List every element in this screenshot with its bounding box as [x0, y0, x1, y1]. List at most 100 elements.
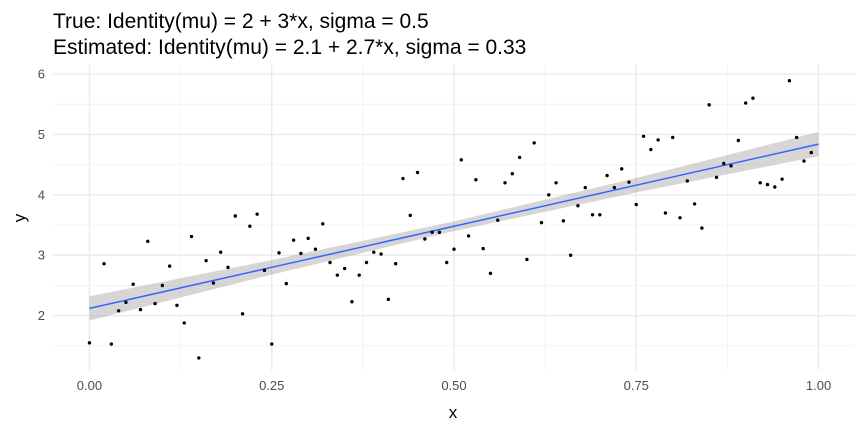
data-point [116, 309, 121, 313]
data-point [372, 250, 376, 254]
data-point [452, 247, 456, 251]
data-point [729, 164, 733, 168]
x-tick-label: 0.50 [441, 378, 466, 393]
data-point [138, 307, 143, 312]
data-point [583, 185, 587, 190]
data-point [539, 220, 544, 225]
data-point [503, 181, 507, 185]
y-tick-labels: 2 3 4 5 6 [38, 67, 45, 324]
data-point [678, 216, 682, 220]
data-point [576, 204, 580, 208]
data-point [532, 141, 536, 145]
data-point [700, 226, 704, 230]
x-tick-label: 0.75 [624, 378, 649, 393]
data-point [481, 246, 485, 251]
data-point [612, 185, 617, 190]
data-point [525, 257, 529, 262]
data-point [204, 258, 208, 263]
data-point [765, 182, 770, 187]
data-point [430, 230, 434, 234]
y-tick-label: 5 [38, 127, 45, 142]
data-point [167, 264, 172, 268]
data-point [211, 281, 216, 285]
data-point [357, 273, 361, 277]
data-point [262, 268, 267, 273]
data-point [335, 273, 340, 277]
data-point [751, 96, 755, 100]
data-point [342, 266, 347, 271]
data-point [671, 135, 675, 140]
y-tick-label: 6 [38, 67, 45, 82]
data-point [124, 300, 128, 305]
data-point [459, 158, 463, 162]
data-point [189, 234, 194, 239]
data-point [379, 252, 383, 256]
data-point [641, 134, 646, 138]
data-point [561, 219, 566, 223]
y-tick-label: 2 [38, 308, 45, 323]
data-point [568, 253, 573, 257]
data-point [270, 342, 274, 346]
chart-title-line-1: True: Identity(mu) = 2 + 3*x, sigma = 0.… [53, 10, 429, 33]
data-point [656, 138, 660, 142]
data-point [663, 211, 668, 215]
data-point [736, 138, 741, 143]
x-tick-labels: 0.00 0.25 0.50 0.75 1.00 [77, 378, 831, 393]
data-point [182, 321, 186, 325]
data-points [87, 79, 813, 360]
data-point [685, 179, 690, 183]
data-point [415, 170, 420, 175]
data-point [197, 356, 201, 360]
data-point [554, 181, 558, 185]
data-point [773, 185, 777, 189]
x-axis-title: x [449, 403, 458, 422]
data-point [131, 282, 135, 286]
data-point [496, 218, 500, 222]
data-point [787, 79, 792, 83]
data-point [488, 271, 493, 276]
data-point [313, 247, 318, 251]
x-tick-label: 0.00 [77, 378, 102, 393]
y-axis-title: y [10, 213, 29, 222]
data-point [146, 239, 150, 244]
data-point [321, 222, 325, 226]
data-point [350, 300, 354, 304]
data-point [627, 180, 631, 184]
fit-line [89, 143, 819, 310]
data-point [714, 175, 719, 180]
data-point [240, 312, 245, 316]
data-point [153, 301, 157, 306]
data-point [722, 161, 726, 166]
data-point [364, 260, 369, 265]
data-point [692, 202, 697, 206]
data-point [277, 251, 281, 255]
data-point [109, 342, 114, 346]
data-point [802, 159, 806, 163]
data-point [233, 214, 237, 218]
data-point [306, 236, 310, 241]
data-point [649, 147, 653, 152]
data-point [517, 155, 522, 160]
data-point [87, 341, 92, 345]
y-tick-label: 3 [38, 248, 45, 263]
data-point [328, 260, 332, 265]
y-tick-label: 4 [38, 187, 45, 202]
chart-title-line-2: Estimated: Identity(mu) = 2.1 + 2.7*x, s… [53, 36, 526, 59]
data-point [284, 281, 289, 286]
data-point [393, 262, 398, 266]
data-point [510, 172, 515, 176]
data-point [408, 213, 412, 218]
data-point [248, 224, 252, 228]
data-point [401, 176, 405, 181]
data-point [175, 303, 179, 308]
data-point [780, 177, 784, 181]
data-point [809, 150, 813, 155]
data-point [605, 173, 609, 178]
data-point [291, 238, 296, 242]
data-point [590, 213, 595, 217]
x-tick-label: 0.25 [259, 378, 284, 393]
data-point [255, 212, 259, 216]
data-point [160, 283, 165, 288]
